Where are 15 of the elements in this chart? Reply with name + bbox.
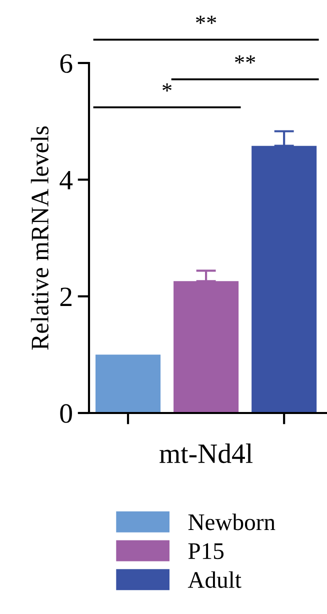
bar [96, 354, 161, 413]
legend-label: P15 [188, 543, 224, 560]
text: ** [196, 16, 216, 24]
x-tick-label: mt-Nd4l [160, 444, 253, 464]
y-tick-label: 2 [60, 288, 72, 306]
y-tick-label: 4 [60, 171, 73, 190]
y-axis-title: Relative mRNA levels [30, 126, 49, 350]
bar [174, 281, 239, 413]
annotation: * [162, 83, 172, 92]
annotation: ** [235, 55, 256, 64]
y-tick-label: 6 [60, 54, 72, 73]
bar [252, 146, 317, 413]
legend-label: Adult [188, 571, 242, 588]
y-tick-label: 0 [60, 404, 72, 423]
legend-label: Newborn [188, 514, 276, 530]
